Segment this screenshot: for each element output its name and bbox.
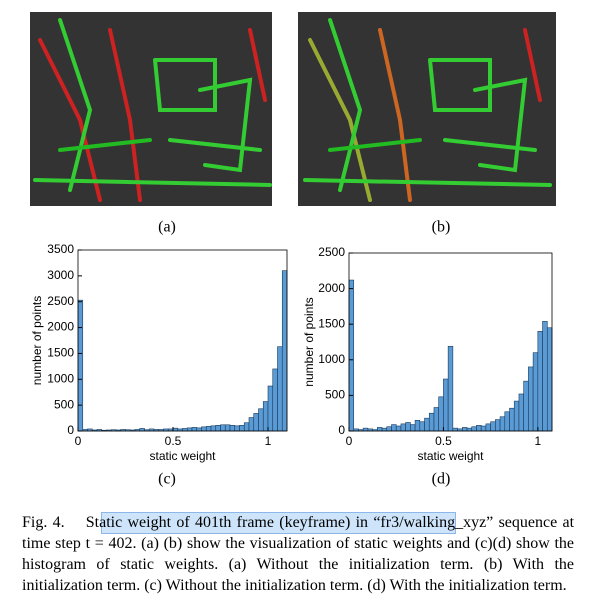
bar xyxy=(391,424,397,432)
bar xyxy=(229,425,236,432)
bar xyxy=(513,400,520,432)
bar xyxy=(377,427,383,432)
y-tick-label: 3000 xyxy=(47,268,74,282)
bar xyxy=(424,417,430,432)
y-tick-label: 500 xyxy=(54,397,74,411)
panel-label: (d) xyxy=(432,471,451,488)
bar xyxy=(77,299,84,432)
x-tick-label: 1 xyxy=(534,434,541,448)
image-b xyxy=(298,12,556,206)
bar xyxy=(191,427,198,432)
bar xyxy=(476,425,482,432)
bar xyxy=(215,425,221,432)
x-tick-label: 0.5 xyxy=(165,434,182,448)
bar xyxy=(518,393,524,432)
bar xyxy=(414,420,421,432)
bar xyxy=(443,378,449,432)
y-tick-label: 500 xyxy=(325,388,345,402)
caption-label: Fig. 4. xyxy=(22,514,65,531)
bar xyxy=(537,331,543,432)
x-tick-label: 0 xyxy=(75,434,82,448)
bar xyxy=(277,346,283,432)
bar xyxy=(499,416,506,432)
y-tick-label: 2500 xyxy=(47,294,74,308)
x-axis-label: static weight xyxy=(417,449,484,463)
bar xyxy=(504,411,510,432)
bar xyxy=(419,421,425,432)
text-selection xyxy=(101,512,456,534)
bar xyxy=(410,424,416,432)
figure: (a) (b) (c) (d) 050010001500200025003000… xyxy=(30,12,556,488)
bar xyxy=(196,427,202,432)
y-axis-label: number of points xyxy=(30,296,44,385)
bar xyxy=(348,279,355,432)
bar xyxy=(466,427,473,432)
bar xyxy=(381,427,388,432)
bar xyxy=(386,426,392,432)
bar xyxy=(462,427,468,432)
bar xyxy=(405,422,411,432)
bar xyxy=(428,412,435,432)
bar xyxy=(224,424,231,432)
y-tick-label: 3500 xyxy=(47,242,74,256)
bar xyxy=(258,408,264,432)
y-axis-label: number of points xyxy=(302,297,316,386)
bar xyxy=(395,425,402,432)
bar xyxy=(186,427,193,432)
panel-label: (c) xyxy=(158,471,176,488)
panel-label: (a) xyxy=(158,219,176,236)
bar xyxy=(172,427,179,432)
bar xyxy=(239,425,245,432)
bar xyxy=(433,407,439,432)
bar xyxy=(546,327,553,432)
caption: Fig. 4. Static weight of 401th frame (ke… xyxy=(22,512,574,596)
image-a xyxy=(30,12,272,206)
bar xyxy=(220,424,226,432)
bar xyxy=(205,426,212,432)
bar xyxy=(267,385,274,432)
y-tick-label: 0 xyxy=(67,423,74,437)
y-tick-label: 1500 xyxy=(47,346,74,360)
bar xyxy=(509,407,515,432)
bar xyxy=(243,422,250,432)
bar xyxy=(262,401,269,432)
y-tick-label: 2000 xyxy=(47,320,74,334)
bar xyxy=(272,368,278,432)
bar xyxy=(248,417,255,432)
y-tick-label: 1000 xyxy=(47,371,74,385)
x-axis-label: static weight xyxy=(149,449,216,463)
bar xyxy=(201,426,207,432)
bar xyxy=(542,321,548,432)
y-tick-label: 1500 xyxy=(318,316,345,330)
y-tick-label: 2000 xyxy=(318,281,345,295)
bar xyxy=(480,425,487,432)
bar xyxy=(490,421,496,432)
bar xyxy=(438,396,444,432)
bar xyxy=(210,425,217,432)
bar xyxy=(528,366,534,432)
bar xyxy=(400,423,406,432)
x-tick-label: 0 xyxy=(346,434,353,448)
x-tick-label: 1 xyxy=(265,434,272,448)
bar xyxy=(253,413,259,432)
y-tick-label: 0 xyxy=(338,423,345,437)
bar xyxy=(523,380,529,432)
y-tick-label: 1000 xyxy=(318,352,345,366)
bar xyxy=(234,425,240,432)
bar xyxy=(495,419,501,432)
plot-frame xyxy=(77,249,288,432)
bar xyxy=(281,270,288,432)
bar xyxy=(532,352,539,432)
x-tick-label: 0.5 xyxy=(435,434,452,448)
bar xyxy=(471,426,477,432)
bar xyxy=(362,427,369,432)
bar xyxy=(485,423,491,432)
panel-label: (b) xyxy=(432,219,451,236)
caption-text: Static weight of 401th frame (keyframe) … xyxy=(22,514,575,594)
bar xyxy=(452,427,458,432)
bar xyxy=(447,345,454,432)
y-tick-label: 2500 xyxy=(318,245,345,259)
plot-frame xyxy=(348,252,553,432)
